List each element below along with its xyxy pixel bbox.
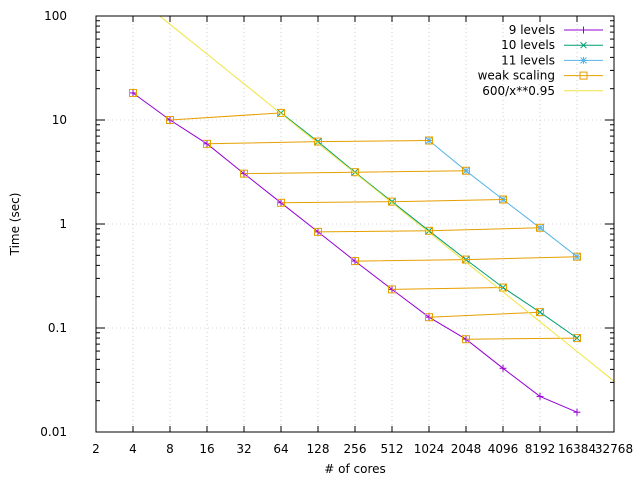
- data-point: [573, 334, 581, 342]
- data-point: [425, 226, 433, 235]
- data-point: [351, 257, 359, 266]
- data-point: [388, 197, 396, 206]
- data-point: [573, 334, 581, 343]
- data-point: [277, 198, 285, 207]
- x-tick-label: 16384: [558, 442, 596, 456]
- y-tick-label: 100: [44, 9, 67, 23]
- data-point: [425, 136, 433, 145]
- data-point: [166, 116, 174, 124]
- legend-marker: [580, 56, 587, 64]
- data-point: [573, 252, 581, 261]
- data-point: [240, 169, 248, 178]
- series-line: [169, 112, 282, 121]
- x-tick-label: 256: [344, 442, 367, 456]
- x-tick-label: 64: [273, 442, 288, 456]
- x-tick-label: 32: [236, 442, 251, 456]
- data-point: [462, 335, 470, 344]
- y-tick-label: 0.01: [40, 425, 67, 439]
- data-point: [536, 308, 544, 316]
- x-tick-label: 512: [381, 442, 404, 456]
- data-point: [536, 392, 544, 400]
- x-tick-label: 1024: [414, 442, 445, 456]
- data-point: [425, 313, 433, 322]
- data-point: [462, 166, 470, 175]
- x-axis-ticks: 2 4 8 16 32 64 128 256 512 1024 2048 4096 8192 163843…: [92, 16, 633, 456]
- data-point: [314, 137, 322, 146]
- x-axis-title: # of cores: [324, 462, 386, 476]
- legend-label: 11 levels: [501, 53, 555, 67]
- data-point: [499, 195, 507, 204]
- x-tick-label: 8192: [525, 442, 556, 456]
- x-tick-label: 2: [92, 442, 100, 456]
- legend-label: 10 levels: [501, 38, 555, 52]
- x-tick-label: 4096: [488, 442, 519, 456]
- plot-border: [95, 15, 615, 433]
- data-point: [203, 139, 211, 148]
- data-point: [388, 285, 396, 294]
- series-line: [158, 16, 614, 382]
- y-axis-title: Time (sec): [8, 193, 22, 257]
- legend-label: weak scaling: [478, 69, 555, 83]
- y-tick-label: 1: [59, 217, 67, 231]
- data-point: [277, 108, 285, 117]
- x-tick-label: 128: [307, 442, 330, 456]
- data-point: [573, 408, 581, 416]
- series-line: [206, 140, 430, 145]
- series-line: [280, 199, 504, 204]
- series-line: [391, 287, 504, 290]
- series-5: [158, 16, 614, 382]
- x-tick-label: 4: [129, 442, 137, 456]
- data-point: [536, 223, 544, 232]
- series-3: [425, 137, 581, 261]
- legend-marker: [580, 26, 587, 34]
- series-line: [465, 337, 578, 340]
- legend-marker: [580, 41, 587, 49]
- x-tick-label: 32768: [595, 442, 633, 456]
- data-point: [314, 227, 322, 236]
- series-line: [243, 170, 467, 175]
- legend-label: 9 levels: [509, 23, 555, 37]
- data-point: [499, 364, 507, 372]
- x-tick-label: 8: [166, 442, 174, 456]
- data-point: [536, 308, 544, 317]
- data-point: [499, 283, 507, 292]
- plot-area: [129, 16, 614, 416]
- data-point: [129, 88, 137, 97]
- x-tick-label: 16: [199, 442, 214, 456]
- y-tick-label: 0.1: [48, 321, 67, 335]
- series-line: [317, 227, 541, 233]
- legend-marker: [579, 71, 588, 80]
- series-line: [428, 311, 541, 318]
- data-point: [129, 89, 137, 97]
- legend-label: 600/x**0.95: [482, 84, 555, 98]
- series-4: [129, 88, 581, 344]
- y-axis-ticks: 0.01 0.1 1 10 100: [40, 9, 614, 439]
- y-tick-label: 10: [52, 113, 67, 127]
- x-tick-label: 2048: [451, 442, 482, 456]
- data-point: [351, 168, 359, 177]
- series-line: [354, 256, 578, 262]
